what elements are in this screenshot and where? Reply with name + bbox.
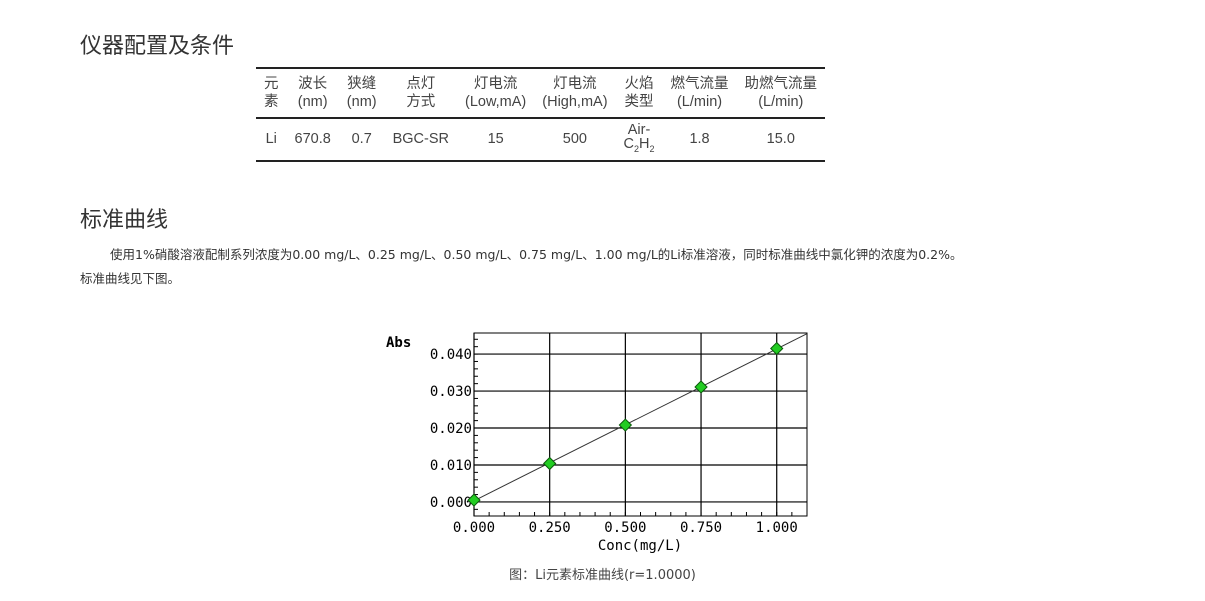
data-point: [694, 380, 708, 394]
data-point: [770, 341, 784, 356]
x-axis-label: Conc(mg/L): [598, 538, 682, 554]
column-header: 灯电流 (Low,mA): [457, 68, 535, 119]
table-cell: 670.8: [294, 131, 331, 148]
x-tick-label: 0.750: [680, 520, 722, 536]
y-tick-label: 0.040: [430, 347, 472, 363]
column-header: 灯电流 (High,mA): [534, 68, 616, 119]
header-text: 方式: [406, 94, 436, 110]
header-text: (Low,mA): [465, 94, 527, 110]
y-tick-label: 0.020: [430, 421, 472, 437]
section-title-curve: 标准曲线: [80, 208, 169, 233]
data-point: [542, 456, 557, 471]
data-point: [467, 493, 481, 507]
header-text: 素: [264, 94, 279, 110]
column-header: 燃气流量 (L/min): [662, 68, 737, 119]
header-text: (L/min): [758, 94, 804, 110]
y-tick-label: 0.010: [430, 458, 472, 474]
table-cell: Air- C2H2: [623, 122, 655, 154]
header-text: 波长: [298, 76, 328, 92]
header-text: 助燃气流量: [744, 76, 818, 92]
column-header: 波长 (nm): [286, 68, 339, 119]
column-header: 助燃气流量 (L/min): [736, 68, 826, 119]
header-text: 狭缝: [347, 76, 377, 92]
table-cell: BGC-SR: [392, 131, 450, 148]
data-point: [618, 418, 633, 432]
description-paragraph-2: 标准曲线见下图。: [80, 271, 181, 286]
instrument-conditions-table: 元素波长 (nm) 狭缝 (nm) 点灯 方式 灯电流 (Low,mA) 灯电流 (High,mA…: [256, 67, 826, 162]
header-text: (High,mA): [542, 94, 608, 110]
table-cell: 1.8: [689, 131, 710, 148]
header-text: 燃气流量: [670, 76, 729, 92]
description-paragraph: 使用1%硝酸溶液配制系列浓度为0.00 mg/L、0.25 mg/L、0.50 …: [110, 247, 963, 262]
table-cell: 0.7: [351, 131, 372, 148]
header-text: 类型: [624, 94, 654, 110]
fit-line: [473, 333, 808, 502]
section-title-instrument: 仪器配置及条件: [80, 34, 235, 59]
header-text: 元: [264, 76, 279, 92]
header-text: 点灯: [406, 76, 436, 92]
table-cell: Li: [265, 131, 277, 148]
column-header: 元素: [256, 68, 287, 119]
column-header: 火焰 类型: [615, 68, 663, 119]
y-tick-label: 0.030: [430, 384, 472, 400]
header-text: (nm): [346, 94, 377, 110]
x-tick-label: 1.000: [756, 520, 798, 536]
header-text: 火焰: [624, 76, 654, 92]
column-header: 点灯 方式: [384, 68, 458, 119]
column-header: 狭缝 (nm): [338, 68, 385, 119]
table-cell: 15: [487, 131, 504, 148]
header-text: 灯电流: [553, 76, 597, 92]
table-cell: 500: [562, 131, 587, 148]
y-tick-label: 0.000: [430, 495, 472, 511]
header-text: (nm): [297, 94, 328, 110]
y-axis-label: Abs: [386, 335, 411, 351]
header-text: (L/min): [676, 94, 723, 110]
x-tick-label: 0.250: [529, 520, 571, 536]
x-tick-label: 0.000: [453, 520, 495, 536]
plot-area: [473, 332, 808, 517]
x-tick-label: 0.500: [604, 520, 646, 536]
header-text: 灯电流: [473, 76, 518, 92]
chart-caption: 图：Li元素标准曲线(r=1.0000): [509, 568, 696, 583]
table-cell: 15.0: [766, 131, 795, 148]
